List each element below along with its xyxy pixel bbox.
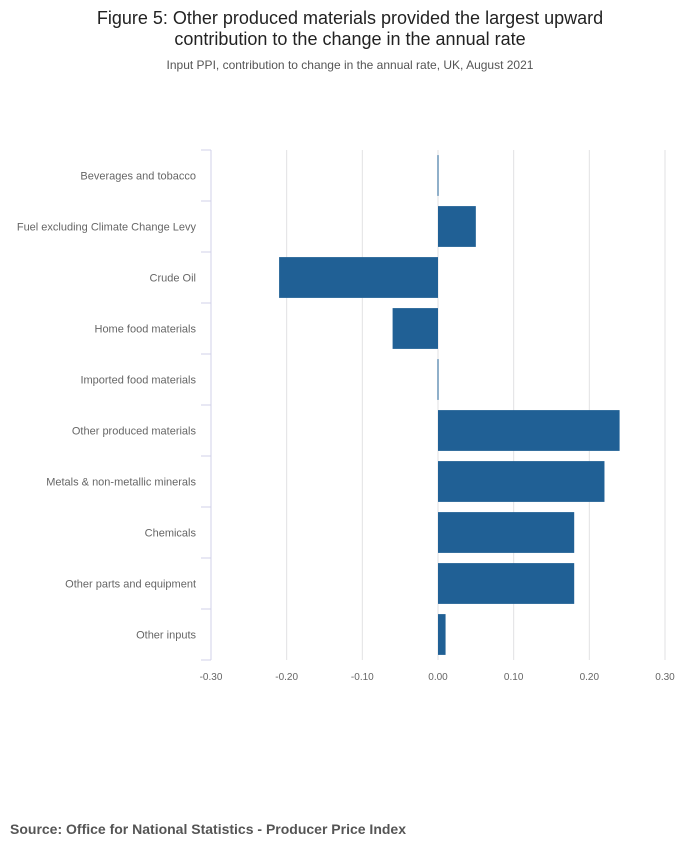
category-label: Crude Oil xyxy=(150,273,196,285)
bar xyxy=(437,359,439,400)
x-tick-label: -0.20 xyxy=(275,672,298,683)
x-tick-label: -0.30 xyxy=(200,672,223,683)
bar xyxy=(392,308,438,349)
category-label: Metals & non-metallic minerals xyxy=(46,477,196,489)
chart-title-line-1: Figure 5: Other produced materials provi… xyxy=(96,8,604,28)
category-label: Other parts and equipment xyxy=(65,579,196,591)
bar-chart: Beverages and tobacco Fuel excluding Clim… xyxy=(17,149,676,683)
category-label: Other inputs xyxy=(136,630,196,642)
bar xyxy=(438,512,575,553)
bar xyxy=(438,563,575,604)
bar xyxy=(438,461,605,502)
x-tick-label: -0.10 xyxy=(351,672,374,683)
category-label: Imported food materials xyxy=(80,375,196,387)
category-label: Home food materials xyxy=(95,324,197,336)
x-tick-label: 0.00 xyxy=(428,672,448,683)
bar xyxy=(438,614,446,655)
bar xyxy=(438,206,476,247)
bar xyxy=(438,410,620,451)
chart-subtitle: Input PPI, contribution to change in the… xyxy=(166,58,534,72)
x-tick-label: 0.20 xyxy=(580,672,600,683)
category-label: Other produced materials xyxy=(72,426,197,438)
source-note: Source: Office for National Statistics -… xyxy=(10,821,406,837)
x-tick-label: 0.10 xyxy=(504,672,524,683)
x-tick-labels: -0.30 -0.20 -0.10 0.00 0.10 0.20 0.30 xyxy=(200,672,676,683)
category-axis xyxy=(201,149,212,661)
bars-layer xyxy=(279,155,620,655)
chart-title-line-2: contribution to the change in the annual… xyxy=(174,29,526,49)
bar xyxy=(437,155,439,196)
category-label: Chemicals xyxy=(145,528,197,540)
chart-title: Figure 5: Other produced materials provi… xyxy=(0,8,700,50)
category-label: Fuel excluding Climate Change Levy xyxy=(17,222,197,234)
category-labels: Beverages and tobacco Fuel excluding Clim… xyxy=(17,171,197,642)
bar xyxy=(279,257,438,298)
category-label: Beverages and tobacco xyxy=(80,171,196,183)
x-tick-label: 0.30 xyxy=(655,672,675,683)
